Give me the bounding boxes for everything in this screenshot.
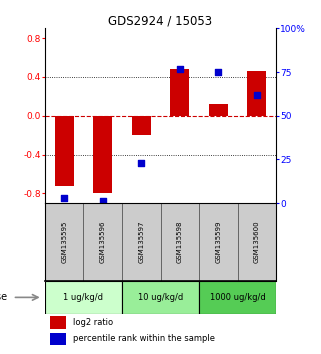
Text: GSM135599: GSM135599: [215, 221, 221, 263]
Point: [177, 66, 182, 72]
Text: GSM135597: GSM135597: [138, 221, 144, 263]
Text: 1 ug/kg/d: 1 ug/kg/d: [64, 293, 103, 302]
Bar: [122, 203, 160, 281]
Text: percentile rank within the sample: percentile rank within the sample: [73, 335, 215, 343]
Bar: [247, 71, 266, 116]
Text: log2 ratio: log2 ratio: [73, 318, 113, 327]
Bar: [132, 116, 151, 135]
Bar: [238, 203, 276, 281]
Bar: [45, 281, 122, 314]
Text: GSM135595: GSM135595: [61, 221, 67, 263]
Point: [100, 199, 105, 204]
Bar: [49, 333, 66, 345]
Bar: [170, 69, 189, 116]
Bar: [160, 203, 199, 281]
Text: dose: dose: [0, 292, 8, 302]
Point: [62, 195, 67, 201]
Text: GSM135600: GSM135600: [254, 221, 260, 263]
Bar: [45, 203, 83, 281]
Text: 10 ug/kg/d: 10 ug/kg/d: [138, 293, 183, 302]
Point: [139, 160, 144, 166]
Bar: [122, 281, 199, 314]
Bar: [199, 203, 238, 281]
Bar: [93, 116, 112, 193]
Text: 1000 ug/kg/d: 1000 ug/kg/d: [210, 293, 265, 302]
Bar: [209, 104, 228, 116]
Bar: [199, 281, 276, 314]
Text: GSM135598: GSM135598: [177, 221, 183, 263]
Point: [216, 69, 221, 75]
Title: GDS2924 / 15053: GDS2924 / 15053: [108, 14, 213, 27]
Point: [254, 92, 259, 98]
Bar: [55, 116, 74, 186]
Bar: [49, 316, 66, 329]
Text: GSM135596: GSM135596: [100, 221, 106, 263]
Bar: [83, 203, 122, 281]
